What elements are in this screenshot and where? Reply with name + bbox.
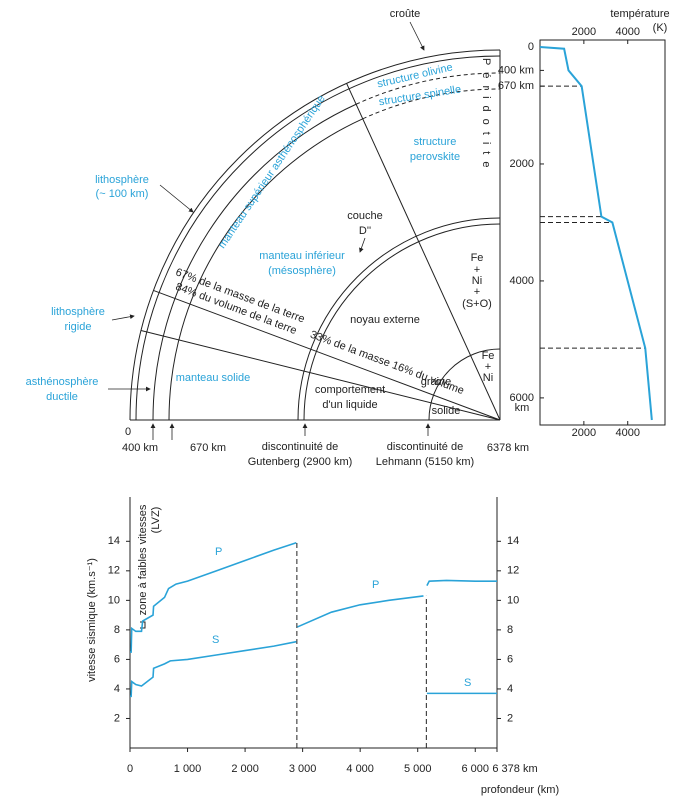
arrow	[112, 316, 134, 320]
y-tick-label: 4	[114, 683, 120, 695]
label: structure	[414, 136, 457, 148]
x-tick-label: 6 000	[461, 763, 489, 775]
series-label: P	[372, 579, 379, 591]
y-tick-label: 6	[114, 653, 120, 665]
y-tick-label: 2	[114, 712, 120, 724]
x-tick-label: 2000	[572, 26, 596, 38]
label: croûte	[390, 8, 421, 20]
y-tick-label: 10	[507, 594, 519, 606]
x-tick-label: 4 000	[346, 763, 374, 775]
chart-title: température	[610, 8, 669, 20]
series-label: P	[215, 546, 222, 558]
label: ductile	[46, 391, 78, 403]
label: 670 km	[190, 442, 226, 454]
label: manteau supérieur asthénosphérique	[216, 93, 328, 251]
label: Lehmann (5150 km)	[376, 456, 474, 468]
label: D''	[359, 225, 371, 237]
figure: croûte structure olivine structure spine…	[0, 0, 673, 800]
label: perovskite	[410, 151, 460, 163]
x-tick-label: 3 000	[289, 763, 317, 775]
y-tick-label: 4	[507, 683, 513, 695]
label: Gutenberg (2900 km)	[248, 456, 353, 468]
arrow	[160, 185, 193, 212]
y-tick-label: 12	[108, 565, 120, 577]
label: (~ 100 km)	[96, 188, 149, 200]
label: 400 km	[122, 442, 158, 454]
x-tick-label: 2000	[572, 427, 596, 439]
axis-label: vitesse sismique (km.s⁻¹)	[86, 558, 98, 682]
label: Péridotite	[480, 58, 492, 174]
page: {"diagram": { "crust": "croûte", "olivin…	[0, 0, 673, 800]
x-tick-label: 2 000	[231, 763, 259, 775]
axis-label: profondeur (km)	[481, 784, 559, 796]
y-tick-label: 14	[507, 535, 519, 547]
y-tick-label: 8	[114, 624, 120, 636]
label: 0	[125, 426, 131, 438]
label: Fe	[471, 252, 484, 264]
x-tick-label: 0	[127, 763, 133, 775]
annotation: zone à faibles vitesses	[137, 504, 149, 615]
y-tick-label: 6000	[510, 392, 534, 404]
x-tick-label: 1 000	[174, 763, 202, 775]
velocity-line	[130, 642, 497, 697]
label: lithosphère	[95, 174, 149, 186]
label: rigide	[65, 321, 92, 333]
label: discontinuité de	[387, 441, 463, 453]
label: comportement	[315, 384, 385, 396]
y-tick-label: 6	[507, 653, 513, 665]
unit: (K)	[653, 22, 668, 34]
x-tick-label: 5 000	[404, 763, 432, 775]
y-tick-label: 12	[507, 565, 519, 577]
y-tick-label: 8	[507, 624, 513, 636]
y-tick-label: 2000	[510, 158, 534, 170]
x-tick-label: 6 378 km	[492, 763, 537, 775]
label: noyau externe	[350, 314, 420, 326]
series-label: S	[464, 677, 471, 689]
series-label: S	[212, 634, 219, 646]
y-tick-label: 10	[108, 594, 120, 606]
label: (S+O)	[462, 298, 492, 310]
arrow	[410, 22, 424, 50]
y-tick-label: 4000	[510, 275, 534, 287]
y-tick-label: 400 km	[498, 64, 534, 76]
label: manteau inférieur	[259, 250, 345, 262]
label: lithosphère	[51, 306, 105, 318]
annotation: (LVZ)	[150, 507, 162, 534]
y-tick-label: 670 km	[498, 80, 534, 92]
y-tick-label: 2	[507, 712, 513, 724]
label: d'un liquide	[322, 399, 377, 411]
y-tick-label: 14	[108, 535, 120, 547]
label: Ni	[483, 372, 493, 384]
label: couche	[347, 210, 382, 222]
y-tick-label: 0	[528, 41, 534, 53]
arrow	[360, 238, 365, 252]
velocity-line	[130, 543, 497, 652]
label: solide	[432, 405, 461, 417]
x-tick-label: 4000	[615, 26, 639, 38]
x-tick-label: 4000	[615, 427, 639, 439]
label: +	[474, 286, 480, 298]
label: manteau solide	[176, 372, 251, 384]
profile-line	[540, 47, 652, 420]
label: 6378 km	[487, 442, 529, 454]
label: graine	[421, 376, 452, 388]
label: asthénosphère	[26, 376, 99, 388]
label: (mésosphère)	[268, 265, 336, 277]
label: discontinuité de	[262, 441, 338, 453]
